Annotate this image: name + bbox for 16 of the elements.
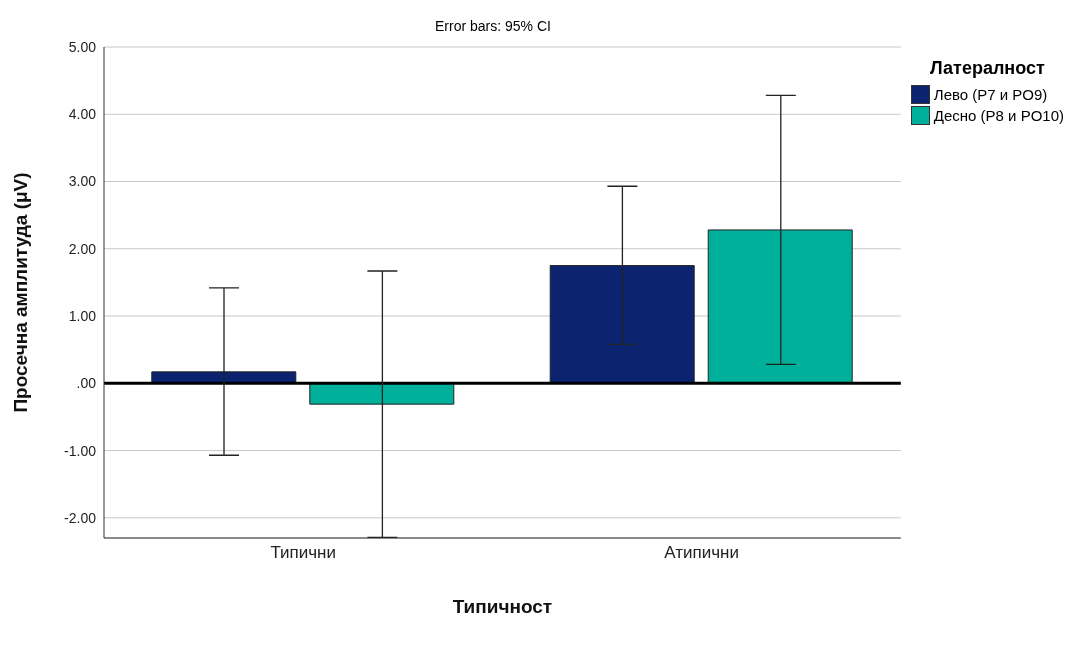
x-axis-title: Типичност [452,596,553,617]
y-tick-label: 4.00 [68,106,97,123]
y-axis-title: Просечна амплитуда (μV) [9,172,31,413]
y-tick-label: 1.00 [68,308,97,325]
y-tick-label: .00 [76,375,97,392]
y-tick-label: -1.00 [64,442,97,459]
legend-label: Десно (P8 и PO10) [933,107,1064,124]
y-tick-label: 5.00 [68,38,97,55]
legend-title: Латералност [929,58,1046,79]
y-tick-label: 2.00 [68,240,97,257]
x-tick-label: Атипични [664,543,739,563]
legend-label: Лево (P7 и PO9) [933,86,1048,103]
text: Error bars: 95% CI [434,18,552,34]
y-tick-label: 3.00 [68,173,97,190]
x-tick-label: Типични [270,543,336,563]
y-tick-label: -2.00 [64,509,97,526]
